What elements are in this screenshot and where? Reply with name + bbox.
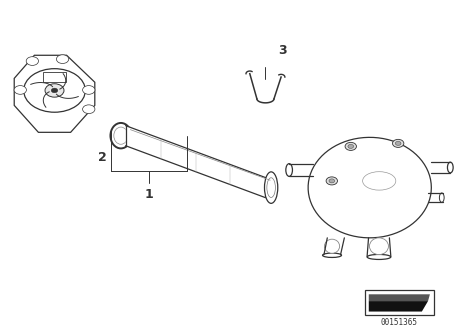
Ellipse shape [363,172,396,190]
Ellipse shape [264,172,278,203]
Ellipse shape [114,127,128,144]
Circle shape [56,55,69,64]
Text: 1: 1 [145,188,154,201]
Polygon shape [369,301,428,312]
Circle shape [24,69,85,112]
Circle shape [82,86,95,94]
Circle shape [51,88,58,93]
Circle shape [82,105,95,114]
Ellipse shape [367,255,391,259]
Circle shape [326,177,337,185]
Text: 3: 3 [278,44,286,57]
Text: 00151365: 00151365 [381,318,418,327]
Ellipse shape [267,178,275,197]
FancyBboxPatch shape [43,72,66,82]
Text: 2: 2 [98,151,106,164]
Circle shape [392,139,404,147]
Circle shape [348,144,354,148]
Circle shape [45,84,64,97]
Circle shape [395,141,401,145]
Polygon shape [308,137,431,238]
Ellipse shape [322,253,341,257]
Polygon shape [14,55,95,132]
Ellipse shape [370,238,389,255]
Ellipse shape [286,164,292,177]
Circle shape [26,57,38,65]
Polygon shape [126,126,265,198]
Circle shape [329,179,335,183]
Polygon shape [369,294,430,301]
Circle shape [14,86,27,94]
Circle shape [345,142,356,150]
FancyBboxPatch shape [365,290,434,315]
Ellipse shape [110,123,131,148]
Ellipse shape [324,239,339,253]
Ellipse shape [447,162,453,173]
Ellipse shape [439,193,444,202]
